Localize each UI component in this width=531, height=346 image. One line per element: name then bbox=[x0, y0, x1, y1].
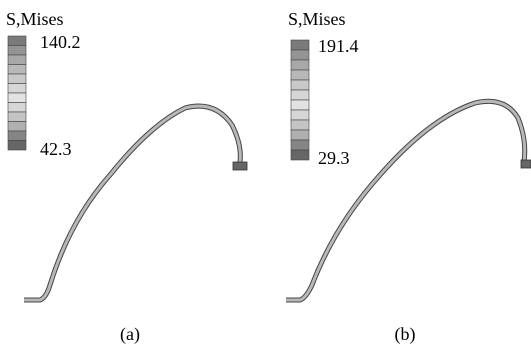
color-bar-segment bbox=[291, 80, 309, 90]
legend-max: 191.4 bbox=[318, 36, 359, 56]
color-bar-segment bbox=[8, 46, 26, 56]
color-bar bbox=[291, 40, 309, 160]
panel-a: S,Mises 140.2 42.3 (a) bbox=[6, 9, 247, 345]
caption: (b) bbox=[395, 324, 416, 345]
panel-b: S,Mises 191.4 29.3 (b) bbox=[286, 9, 531, 345]
color-bar-segment bbox=[291, 150, 309, 160]
color-bar-segment bbox=[8, 55, 26, 65]
color-bar-segment bbox=[291, 130, 309, 140]
color-bar bbox=[8, 36, 26, 150]
legend-title: S,Mises bbox=[6, 9, 64, 29]
color-bar-segment bbox=[8, 131, 26, 141]
beam bbox=[24, 106, 247, 300]
color-bar-segment bbox=[8, 112, 26, 122]
color-bar-segment bbox=[291, 90, 309, 100]
color-bar-segment bbox=[8, 74, 26, 84]
color-bar-segment bbox=[8, 122, 26, 132]
figure: S,Mises 140.2 42.3 (a) S,Mises 191.4 29.… bbox=[0, 0, 531, 346]
legend-min: 29.3 bbox=[318, 148, 350, 168]
color-bar-segment bbox=[8, 65, 26, 75]
page: {"panels": [ {"legend_title": "S,Mises",… bbox=[0, 0, 531, 346]
legend-title: S,Mises bbox=[288, 9, 346, 29]
color-bar-segment bbox=[291, 40, 309, 50]
color-bar-segment bbox=[8, 36, 26, 46]
color-bar-segment bbox=[8, 84, 26, 94]
color-bar-segment bbox=[291, 110, 309, 120]
color-bar-segment bbox=[291, 140, 309, 150]
color-bar-segment bbox=[8, 141, 26, 151]
color-bar-segment bbox=[8, 93, 26, 103]
color-bar-segment bbox=[291, 120, 309, 130]
legend-min: 42.3 bbox=[40, 139, 72, 159]
color-bar-segment bbox=[291, 50, 309, 60]
beam bbox=[286, 101, 531, 300]
color-bar-segment bbox=[291, 60, 309, 70]
color-bar-segment bbox=[291, 70, 309, 80]
legend-max: 140.2 bbox=[40, 32, 81, 52]
color-bar-segment bbox=[291, 100, 309, 110]
caption: (a) bbox=[120, 324, 140, 345]
color-bar-segment bbox=[8, 103, 26, 113]
